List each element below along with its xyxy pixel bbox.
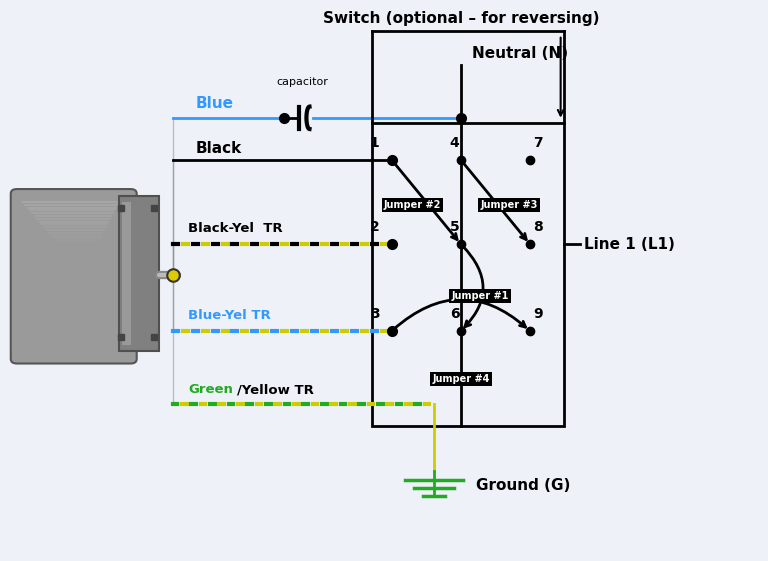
Text: Blue: Blue xyxy=(196,96,233,111)
Text: Black: Black xyxy=(196,141,242,156)
Text: capacitor: capacitor xyxy=(276,77,329,87)
Text: Jumper #2: Jumper #2 xyxy=(384,200,441,210)
Bar xyxy=(122,202,131,345)
Text: 5: 5 xyxy=(450,220,459,234)
Text: 6: 6 xyxy=(450,307,459,321)
Text: /Yellow TR: /Yellow TR xyxy=(237,383,313,397)
Text: Jumper #1: Jumper #1 xyxy=(452,291,508,301)
Text: 8: 8 xyxy=(533,220,542,234)
Bar xyxy=(372,123,564,426)
Text: Ground (G): Ground (G) xyxy=(476,478,571,493)
Text: Black-Yel  TR: Black-Yel TR xyxy=(188,222,283,236)
Text: Jumper #4: Jumper #4 xyxy=(432,374,489,384)
Text: Line 1 (L1): Line 1 (L1) xyxy=(584,237,674,251)
Text: 3: 3 xyxy=(370,307,379,321)
Text: 1: 1 xyxy=(370,136,379,150)
Text: Jumper #3: Jumper #3 xyxy=(481,200,538,210)
Text: Switch (optional – for reversing): Switch (optional – for reversing) xyxy=(323,11,599,26)
Bar xyxy=(119,196,159,351)
Text: 2: 2 xyxy=(370,220,379,234)
Text: Green: Green xyxy=(188,383,233,397)
Text: 7: 7 xyxy=(533,136,542,150)
Text: Blue-Yel TR: Blue-Yel TR xyxy=(188,309,271,322)
Text: 4: 4 xyxy=(450,136,459,150)
Text: Neutral (N): Neutral (N) xyxy=(472,46,568,61)
FancyBboxPatch shape xyxy=(11,189,137,364)
Text: 9: 9 xyxy=(533,307,542,321)
